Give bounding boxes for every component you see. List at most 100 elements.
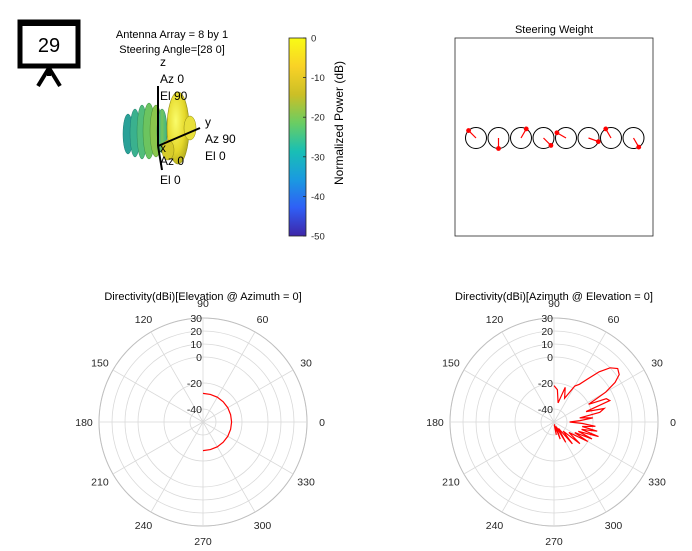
polar-theta-tick-label: 180 bbox=[426, 417, 444, 429]
colorbar-tick-label: -20 bbox=[311, 113, 325, 124]
polar-r-tick-label: 10 bbox=[190, 339, 202, 351]
polar-grid-spoke bbox=[463, 421, 555, 475]
axis-x-line bbox=[157, 145, 163, 171]
polar-theta-tick-label: 180 bbox=[75, 417, 93, 429]
axis-y-line bbox=[157, 127, 201, 147]
steering-weight-dot bbox=[548, 143, 554, 148]
slide-number-badge[interactable]: 29 bbox=[17, 19, 81, 88]
polar-theta-tick-label: 150 bbox=[91, 358, 109, 370]
colorbar-tick-label: -40 bbox=[311, 192, 325, 203]
polar-grid-spoke bbox=[202, 421, 294, 475]
colorbar-label: Normalized Power (dB) bbox=[332, 61, 346, 185]
steering-element-circle bbox=[622, 127, 645, 149]
steering-element-circle bbox=[577, 127, 600, 149]
steering-weight-dot bbox=[466, 128, 471, 133]
polar-theta-tick-label: 150 bbox=[442, 358, 460, 370]
polar-theta-tick-label: 0 bbox=[319, 417, 325, 429]
polar-r-tick-label: 10 bbox=[541, 339, 553, 351]
polar-grid-spoke bbox=[112, 421, 204, 475]
polar-elevation-title: Directivity(dBi)[Elevation @ Azimuth = 0… bbox=[104, 291, 301, 303]
polar-grid-spoke bbox=[202, 331, 256, 423]
polar-theta-tick-label: 90 bbox=[548, 298, 560, 310]
polar-azimuth-plot: Directivity(dBi)[Azimuth @ Elevation = 0… bbox=[426, 291, 676, 548]
polar-grid-spoke bbox=[202, 369, 294, 423]
polar-theta-tick-label: 300 bbox=[605, 520, 623, 532]
axis-x-name: x bbox=[160, 141, 166, 155]
axis-x-el: El 0 bbox=[160, 173, 181, 187]
polar-theta-tick-label: 330 bbox=[648, 477, 666, 489]
polar-theta-tick-label: 330 bbox=[297, 477, 315, 489]
polar-theta-tick-label: 300 bbox=[254, 520, 272, 532]
polar-r-tick-label: 0 bbox=[547, 352, 553, 364]
polar-theta-tick-label: 270 bbox=[194, 536, 212, 546]
polar-grid-spoke bbox=[112, 369, 204, 423]
steering-weight-dot bbox=[523, 126, 529, 132]
steering-weight-dot bbox=[595, 139, 601, 144]
polar-series-line bbox=[553, 367, 620, 445]
polar-theta-tick-label: 60 bbox=[257, 314, 269, 326]
steering-weight-panel: Steering Weight bbox=[454, 24, 654, 237]
colorbar: 0 -10 -20 -30 -40 -50 Normalized Power (dB) bbox=[288, 34, 346, 243]
polar-theta-tick-label: 60 bbox=[608, 314, 620, 326]
colorbar-tick-label: -30 bbox=[311, 152, 325, 163]
polar-theta-tick-label: 210 bbox=[91, 477, 109, 489]
polar-elevation-plot: Directivity(dBi)[Elevation @ Azimuth = 0… bbox=[75, 291, 325, 548]
polar-r-tick-label: 0 bbox=[196, 352, 202, 364]
polar-theta-tick-label: 0 bbox=[670, 417, 676, 429]
polar-grid-spoke bbox=[501, 421, 555, 513]
easel-leg-left-icon bbox=[36, 66, 51, 88]
polar-grid-spoke bbox=[553, 369, 645, 423]
polar-r-tick-label: -40 bbox=[187, 404, 202, 416]
pattern-3d-panel: Antenna Array = 8 by 1 Steering Angle=[2… bbox=[116, 29, 236, 187]
steering-element-circle bbox=[600, 127, 622, 149]
axis-y-name: y bbox=[205, 115, 211, 129]
pattern-3d-title-line-2: Steering Angle=[28 0] bbox=[119, 44, 225, 56]
polar-r-tick-label: 20 bbox=[541, 326, 553, 338]
polar-theta-tick-label: 30 bbox=[300, 358, 312, 370]
steering-weight-dot bbox=[496, 146, 501, 151]
steering-weight-marks bbox=[465, 126, 645, 151]
steering-weight-title: Steering Weight bbox=[515, 24, 593, 36]
colorbar-tick-label: -10 bbox=[311, 73, 325, 84]
polar-theta-tick-label: 240 bbox=[135, 520, 153, 532]
polar-series-line bbox=[202, 392, 233, 452]
polar-r-tick-label: -20 bbox=[187, 378, 202, 390]
polar-grid-spoke bbox=[501, 331, 555, 423]
polar-r-tick-label: -20 bbox=[538, 378, 553, 390]
axis-z-name: z bbox=[160, 55, 166, 69]
polar-grid-spoke bbox=[463, 369, 555, 423]
axis-z-az: Az 0 bbox=[160, 72, 184, 86]
pattern-3d-title-line-1: Antenna Array = 8 by 1 bbox=[116, 29, 228, 41]
polar-theta-tick-label: 30 bbox=[651, 358, 663, 370]
steering-element-circle bbox=[465, 127, 487, 149]
axis-y-el: El 0 bbox=[205, 149, 226, 163]
slide-number: 29 bbox=[38, 35, 60, 57]
polar-grid-spoke bbox=[150, 421, 204, 513]
polar-grid-spoke bbox=[202, 421, 256, 513]
steering-weight-dot bbox=[554, 130, 560, 136]
polar-r-tick-label: 30 bbox=[190, 313, 202, 325]
polar-theta-tick-label: 90 bbox=[197, 298, 209, 310]
steering-weight-dot bbox=[636, 144, 642, 150]
polar-theta-tick-label: 210 bbox=[442, 477, 460, 489]
polar-r-tick-label: 20 bbox=[190, 326, 202, 338]
colorbar-tick-label: -50 bbox=[311, 232, 325, 243]
axis-y-az: Az 90 bbox=[205, 132, 236, 146]
polar-azimuth-title: Directivity(dBi)[Azimuth @ Elevation = 0… bbox=[455, 291, 653, 303]
polar-r-tick-label: 30 bbox=[541, 313, 553, 325]
badge-top-bar bbox=[20, 20, 78, 26]
colorbar-gradient bbox=[288, 37, 307, 237]
polar-grid-spoke bbox=[553, 331, 607, 423]
steering-element-circle bbox=[555, 127, 577, 149]
steering-element-circle bbox=[510, 127, 532, 149]
steering-element-circle bbox=[532, 127, 555, 149]
axis-x-az: Az 0 bbox=[160, 154, 184, 168]
polar-theta-tick-label: 240 bbox=[486, 520, 504, 532]
polar-theta-tick-label: 270 bbox=[545, 536, 563, 546]
polar-theta-tick-label: 120 bbox=[135, 314, 153, 326]
polar-theta-tick-label: 120 bbox=[486, 314, 504, 326]
polar-grid-spoke bbox=[150, 331, 204, 423]
colorbar-tick-label: 0 bbox=[311, 34, 316, 45]
